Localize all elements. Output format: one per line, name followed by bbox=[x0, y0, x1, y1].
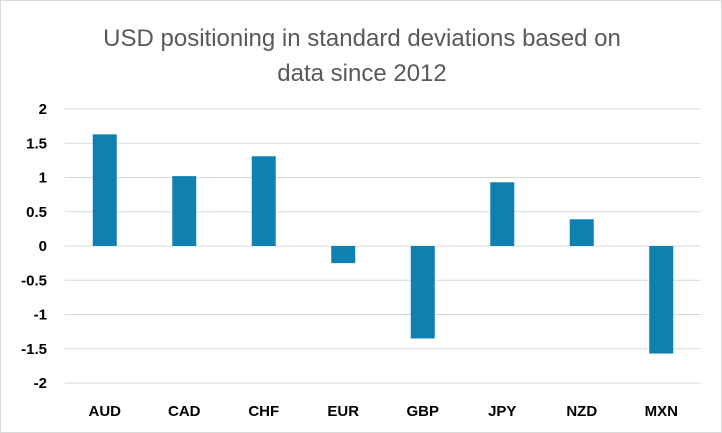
y-tick-label: -2 bbox=[34, 375, 47, 392]
bar-nzd bbox=[569, 219, 594, 246]
bar-gbp bbox=[410, 246, 435, 339]
bar-chf bbox=[251, 156, 276, 246]
chart-title-line-1: USD positioning in standard deviations b… bbox=[103, 25, 621, 52]
x-tick-label-mxn: MXN bbox=[645, 403, 678, 420]
bars bbox=[92, 134, 674, 354]
gridlines bbox=[65, 108, 701, 384]
y-tick-label: 0 bbox=[39, 238, 47, 255]
x-tick-label-eur: EUR bbox=[327, 403, 359, 420]
bar-aud bbox=[92, 134, 117, 246]
y-axis-tick-labels: 2 1.5 1 0.5 0 -0.5 -1 -1.5 -2 bbox=[21, 101, 47, 392]
x-tick-label-aud: AUD bbox=[89, 403, 122, 420]
chart-title-line-2: data since 2012 bbox=[277, 60, 446, 87]
x-tick-label-cad: CAD bbox=[168, 403, 201, 420]
x-tick-label-gbp: GBP bbox=[406, 403, 439, 420]
x-tick-label-jpy: JPY bbox=[488, 403, 516, 420]
chart-title: USD positioning in standard deviations b… bbox=[103, 25, 621, 87]
y-tick-label: 0.5 bbox=[26, 204, 47, 221]
y-tick-label: 1 bbox=[39, 170, 47, 187]
x-tick-label-nzd: NZD bbox=[566, 403, 597, 420]
bar-eur bbox=[331, 246, 356, 264]
y-tick-label: 2 bbox=[39, 101, 47, 118]
x-tick-label-chf: CHF bbox=[248, 403, 279, 420]
y-tick-label: -1 bbox=[34, 307, 47, 324]
y-tick-label: -0.5 bbox=[21, 272, 47, 289]
x-axis-tick-labels: AUD CAD CHF EUR GBP JPY NZD MXN bbox=[89, 403, 678, 420]
bar-cad bbox=[172, 176, 197, 246]
bar-mxn bbox=[649, 246, 674, 354]
y-tick-label: -1.5 bbox=[21, 341, 47, 358]
y-tick-label: 1.5 bbox=[26, 135, 47, 152]
bar-jpy bbox=[490, 182, 515, 246]
